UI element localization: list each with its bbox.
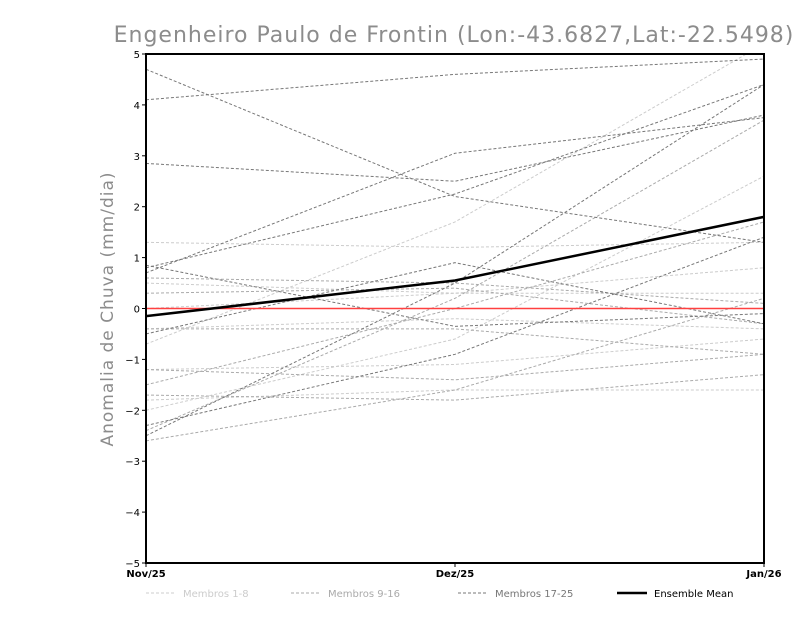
member-line-11 <box>146 221 764 386</box>
legend-label: Membros 1-8 <box>183 589 249 600</box>
member-line-23 <box>146 264 764 327</box>
ensemble-mean-layer <box>145 215 765 318</box>
member-line-13 <box>146 353 764 381</box>
member-line-16 <box>146 119 764 432</box>
member-line-21 <box>146 84 764 269</box>
y-tick-label: 0 <box>134 305 140 316</box>
y-tick-label: −2 <box>125 406 140 417</box>
y-tick-label: −1 <box>125 355 140 366</box>
ensemble-mean-line <box>145 215 765 318</box>
y-tick-label: 4 <box>134 101 140 112</box>
member-line-25 <box>146 84 764 437</box>
y-tick-label: 2 <box>134 203 140 214</box>
member-line-20 <box>146 117 764 274</box>
member-line-6 <box>146 338 764 371</box>
x-tick-label: Jan/26 <box>745 569 781 580</box>
x-tick-label: Dez/25 <box>436 569 475 580</box>
member-line-5 <box>146 318 764 330</box>
member-line-9 <box>146 277 764 304</box>
member-line-2 <box>146 241 764 248</box>
member-line-12 <box>146 328 764 355</box>
y-tick-label: −3 <box>125 457 140 468</box>
member-line-17 <box>146 58 764 101</box>
chart-title: Engenheiro Paulo de Frontin (Lon:-43.682… <box>114 23 795 48</box>
axis-layer: −5 −4 −3 −2 −1 0 1 2 3 4 5 Nov/25 Dez/25 Jan/26 <box>125 50 781 580</box>
member-line-19 <box>146 114 764 182</box>
member-line-7 <box>146 389 764 401</box>
legend-label: Membros 17-25 <box>495 589 573 600</box>
x-tick-label: Nov/25 <box>126 569 165 580</box>
series-layer <box>146 54 764 442</box>
member-line-4 <box>146 292 764 309</box>
member-line-18 <box>146 68 764 243</box>
legend-label: Membros 9-16 <box>328 589 400 600</box>
y-tick-label: −4 <box>125 508 140 519</box>
y-tick-label: 5 <box>134 50 140 61</box>
member-line-10 <box>146 287 764 325</box>
y-tick-label: 1 <box>134 254 140 265</box>
member-line-24 <box>146 236 764 427</box>
y-tick-label: 3 <box>134 152 140 163</box>
legend: Membros 1-8 Membros 9-16 Membros 17-25 Ense… <box>146 589 733 600</box>
y-tick-label: −5 <box>125 559 140 570</box>
legend-label: Ensemble Mean <box>654 589 733 600</box>
y-axis-label: Anomalia de Chuva (mm/dia) <box>98 171 118 446</box>
member-line-14 <box>146 374 764 401</box>
member-line-15 <box>146 297 764 442</box>
member-line-22 <box>146 262 764 335</box>
